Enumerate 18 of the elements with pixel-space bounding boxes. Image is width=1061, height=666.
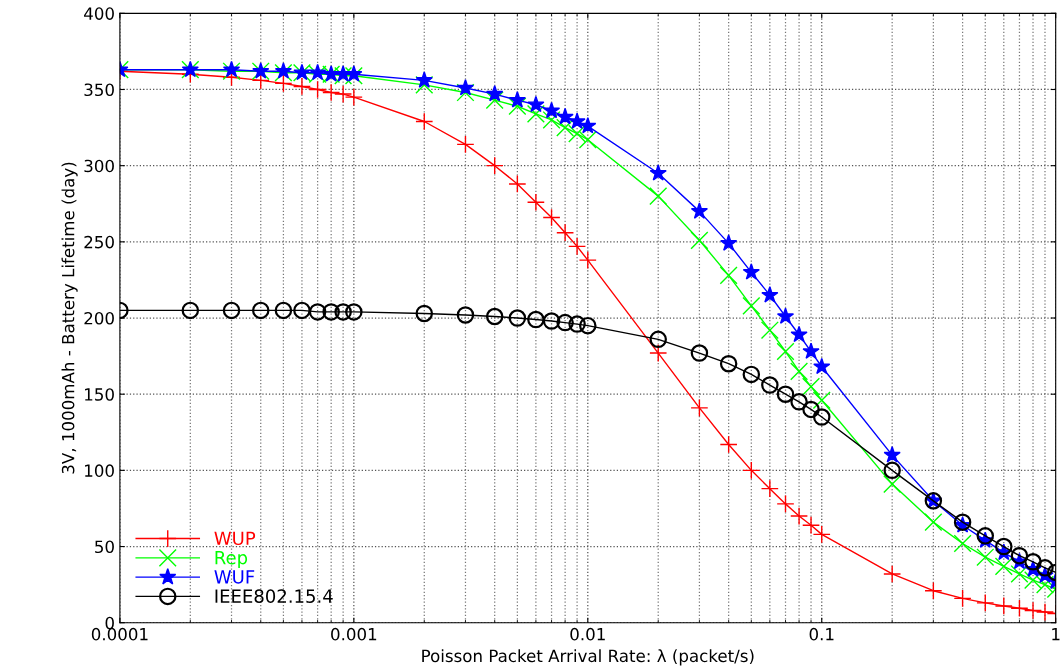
y-tick-label: 350	[84, 83, 114, 97]
x-tick-label: 1	[1052, 628, 1060, 641]
legend-label: WUF	[214, 570, 255, 584]
legend-label: IEEE802.15.4	[215, 589, 333, 603]
legend-label: WUP	[214, 531, 256, 546]
x-tick-label: 0.1	[809, 627, 834, 641]
y-tick-label: 300	[84, 159, 114, 173]
y-tick-label: 150	[85, 388, 114, 401]
y-axis-title: 3V, 1000mAh - Battery Lifetime (day)	[61, 162, 78, 474]
y-tick-label: 200	[84, 311, 114, 325]
x-axis-title: Poisson Packet Arrival Rate: λ (packet/s)	[422, 649, 754, 666]
x-tick-label: 0.01	[570, 627, 605, 641]
legend-label: Rep	[215, 550, 248, 568]
x-tick-label: 0.001	[331, 627, 377, 641]
y-tick-label: 50	[95, 540, 114, 554]
y-tick-label: 400	[84, 7, 114, 20]
y-tick-label: 100	[85, 464, 114, 477]
y-tick-label: 250	[84, 235, 114, 249]
